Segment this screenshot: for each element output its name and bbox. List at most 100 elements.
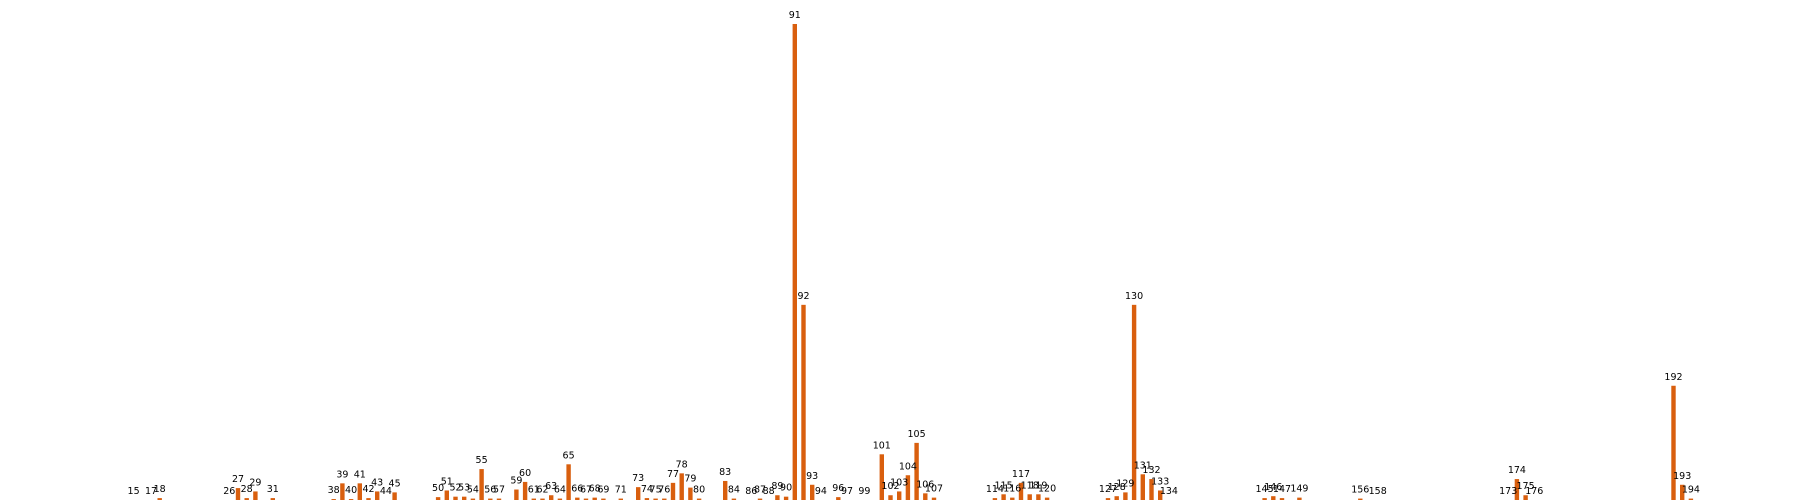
bar-79	[688, 487, 693, 500]
data-label-15: 15	[128, 486, 140, 497]
data-label-17: 17	[145, 486, 157, 497]
bar-41	[357, 483, 362, 500]
data-label-192: 192	[1664, 372, 1682, 383]
data-label-84: 84	[728, 485, 740, 496]
bar-146	[1271, 496, 1276, 500]
data-label-128: 128	[1108, 482, 1126, 493]
data-label-105: 105	[908, 429, 926, 440]
bar-50	[435, 497, 441, 500]
data-label-53: 53	[458, 483, 470, 494]
data-label-173: 173	[1499, 486, 1517, 497]
data-label-103: 103	[890, 477, 908, 488]
data-label-120: 120	[1038, 484, 1056, 495]
bar-117	[1018, 482, 1024, 500]
data-label-80: 80	[693, 485, 705, 496]
data-label-102: 102	[881, 481, 899, 492]
data-label-56: 56	[484, 485, 496, 496]
data-label-89: 89	[771, 481, 783, 492]
data-label-40: 40	[345, 485, 357, 496]
bar-96	[836, 497, 841, 500]
bar-93	[810, 484, 815, 500]
data-label-39: 39	[336, 469, 348, 480]
data-label-194: 194	[1682, 485, 1700, 496]
bar-116	[1010, 497, 1015, 500]
data-label-79: 79	[684, 474, 696, 485]
bar-60	[522, 481, 528, 500]
bar-87	[757, 498, 763, 500]
data-label-65: 65	[563, 450, 575, 461]
bar-57	[496, 498, 502, 500]
bar-53	[462, 496, 467, 500]
data-label-60: 60	[519, 468, 531, 479]
bar-64	[557, 498, 563, 500]
bar-149	[1297, 497, 1302, 500]
bar-106	[923, 493, 928, 500]
data-label-175: 175	[1517, 481, 1535, 492]
data-label-26: 26	[223, 486, 235, 497]
data-label-118: 118	[1021, 480, 1039, 491]
data-label-27: 27	[232, 474, 244, 485]
data-label-43: 43	[371, 477, 383, 488]
data-label-67: 67	[580, 485, 592, 496]
bar-18	[157, 498, 162, 500]
data-label-96: 96	[832, 483, 844, 494]
data-label-86: 86	[745, 486, 757, 497]
bar-39	[340, 483, 345, 500]
bar-28	[244, 498, 249, 500]
bar-115	[1001, 494, 1006, 500]
bar-193	[1680, 484, 1685, 500]
data-label-115: 115	[995, 480, 1013, 491]
data-label-106: 106	[916, 479, 934, 490]
bar-118	[1027, 494, 1032, 500]
data-label-57: 57	[493, 485, 505, 496]
bar-74	[644, 498, 650, 500]
bar-52	[453, 496, 458, 500]
bar-75	[653, 498, 658, 500]
data-label-158: 158	[1369, 486, 1387, 497]
bar-78	[679, 473, 684, 500]
bar-130	[1131, 304, 1137, 500]
data-label-62: 62	[536, 485, 548, 496]
bar-104	[905, 475, 911, 500]
bar-102	[888, 495, 893, 500]
bar-71	[618, 498, 623, 500]
bar-92	[801, 304, 806, 500]
bar-156	[1358, 498, 1363, 500]
data-label-130: 130	[1125, 291, 1143, 302]
data-label-42: 42	[362, 484, 374, 495]
bar-69	[601, 498, 606, 500]
data-label-116: 116	[1003, 484, 1021, 495]
data-label-69: 69	[597, 485, 609, 496]
bar-175	[1523, 495, 1528, 500]
bar-145	[1262, 498, 1267, 500]
bar-128	[1114, 496, 1119, 500]
bar-105	[914, 442, 919, 500]
bar-76	[662, 498, 667, 500]
data-label-63: 63	[545, 481, 557, 492]
data-label-44: 44	[380, 486, 392, 497]
data-label-87: 87	[754, 485, 766, 496]
data-label-55: 55	[476, 455, 488, 466]
data-label-146: 146	[1264, 482, 1282, 493]
data-label-107: 107	[925, 484, 943, 495]
data-label-64: 64	[554, 485, 566, 496]
data-label-117: 117	[1012, 469, 1030, 480]
bar-80	[696, 498, 702, 500]
data-label-147: 147	[1273, 484, 1291, 495]
bar-61	[531, 498, 536, 500]
bar-66	[575, 497, 580, 500]
data-label-91: 91	[789, 10, 801, 21]
data-label-156: 156	[1351, 485, 1369, 496]
bar-55	[479, 469, 484, 500]
data-label-131: 131	[1134, 460, 1152, 471]
bar-27	[235, 488, 241, 500]
bar-63	[549, 495, 554, 500]
bar-174	[1514, 479, 1520, 500]
data-label-132: 132	[1142, 465, 1160, 476]
bars-layer	[157, 24, 1694, 500]
data-label-92: 92	[797, 291, 809, 302]
bar-56	[488, 498, 493, 500]
data-label-51: 51	[441, 476, 453, 487]
bar-59	[514, 489, 519, 500]
